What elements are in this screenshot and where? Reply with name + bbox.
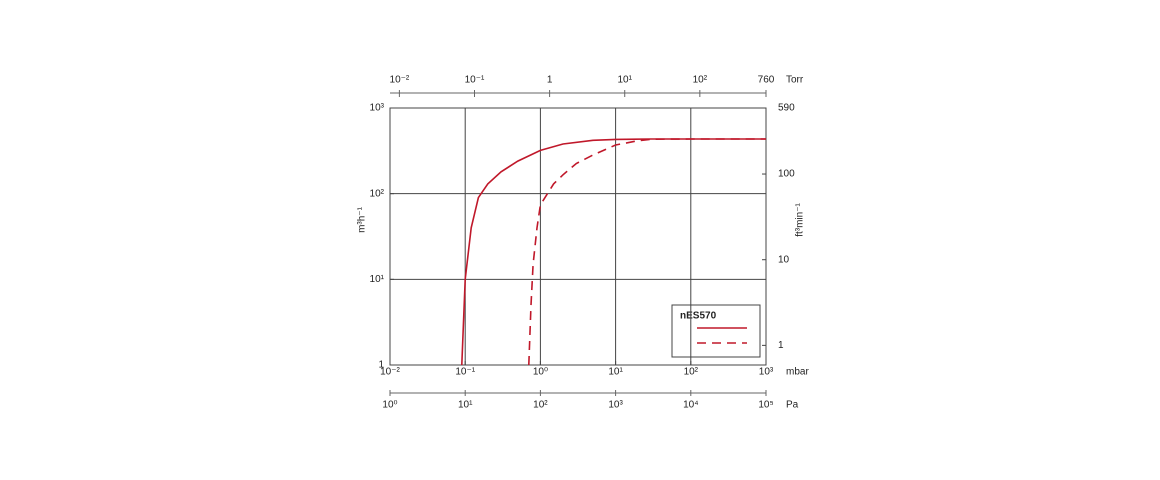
legend-title: nES570 [680,311,717,322]
plot-frame [389,107,767,366]
series-line [461,138,766,366]
x2-tick-label: 10² [693,75,708,86]
x-tick-label: 10¹ [608,367,623,378]
x-tick-label: 10² [684,367,699,378]
y-tick-label: 1 [378,360,384,371]
y-axis-label: m³h⁻¹ [357,206,368,233]
x3-axis-label: Pa [786,400,799,411]
y2-tick-label: 590 [778,103,795,114]
x2-tick-label: 10⁻² [390,75,410,86]
x-tick-label: 10⁰ [533,367,548,378]
x3-tick-label: 10⁵ [758,400,773,411]
x-tick-label: 10⁻¹ [455,367,475,378]
legend-box [671,304,761,358]
y2-tick-label: 1 [778,340,784,351]
x3-tick-label: 10³ [608,400,623,411]
x2-tick-label: 10¹ [617,75,632,86]
x-tick-label: 10⁻² [380,367,400,378]
y-tick-label: 10³ [370,103,385,114]
x-axis-label: mbar [786,367,809,378]
y2-axis-label: ft³min⁻¹ [795,203,806,237]
x2-tick-label: 760 [758,75,775,86]
y2-tick-label: 100 [778,169,795,180]
x2-axis-label: Torr [786,75,804,86]
y-tick-label: 10¹ [370,274,385,285]
x3-tick-label: 10¹ [458,400,473,411]
x-tick-label: 10³ [759,367,774,378]
y-tick-label: 10² [370,188,385,199]
series-line [528,138,766,366]
x3-tick-label: 10² [533,400,548,411]
y2-tick-label: 10 [778,254,790,265]
x2-tick-label: 1 [547,75,553,86]
x2-tick-label: 10⁻¹ [465,75,485,86]
x3-tick-label: 10⁰ [382,400,397,411]
x3-tick-label: 10⁴ [683,400,698,411]
